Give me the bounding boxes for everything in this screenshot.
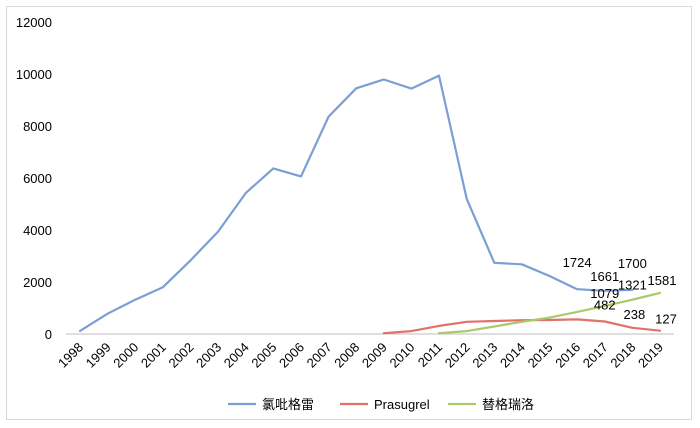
x-axis: 1998199920002001200220032004200520062007… xyxy=(55,333,674,371)
data-label: 1321 xyxy=(618,278,647,293)
x-tick-label: 2012 xyxy=(442,340,473,371)
x-tick-label: 2000 xyxy=(110,340,141,371)
x-tick-label: 2014 xyxy=(497,340,528,371)
data-label: 1661 xyxy=(590,269,619,284)
x-tick-label: 2001 xyxy=(138,340,169,371)
legend: 氯吡格雷 Prasugrel 替格瑞洛 xyxy=(228,397,534,412)
x-tick-label: 2013 xyxy=(469,340,500,371)
data-label: 1724 xyxy=(563,255,592,270)
x-tick-label: 2015 xyxy=(525,340,556,371)
y-tick-label: 2000 xyxy=(23,275,52,290)
data-label: 482 xyxy=(594,297,616,312)
y-tick-label: 10000 xyxy=(16,67,52,82)
x-tick-label: 2002 xyxy=(166,340,197,371)
y-tick-label: 12000 xyxy=(16,15,52,30)
x-tick-label: 2005 xyxy=(248,340,279,371)
y-tick-label: 0 xyxy=(45,327,52,342)
x-tick-label: 2017 xyxy=(580,340,611,371)
y-tick-label: 8000 xyxy=(23,119,52,134)
x-tick-label: 2016 xyxy=(552,340,583,371)
y-tick-label: 6000 xyxy=(23,171,52,186)
x-tick-label: 2010 xyxy=(386,340,417,371)
data-label: 127 xyxy=(655,312,677,327)
series-line-3 xyxy=(437,291,662,335)
legend-label: 替格瑞洛 xyxy=(482,397,534,412)
legend-label: Prasugrel xyxy=(374,397,430,412)
x-tick-label: 2007 xyxy=(304,340,335,371)
y-tick-label: 4000 xyxy=(23,223,52,238)
series-line-1 xyxy=(78,74,634,332)
series-lines xyxy=(78,74,662,335)
x-tick-label: 2019 xyxy=(635,340,666,371)
y-axis: 0 2000 4000 6000 8000 10000 12000 xyxy=(16,15,52,342)
x-tick-label: 2003 xyxy=(193,340,224,371)
x-tick-label: 2009 xyxy=(359,340,390,371)
chart-frame xyxy=(6,6,692,420)
x-tick-label: 1999 xyxy=(83,340,114,371)
data-label: 1581 xyxy=(648,273,677,288)
x-tick-label: 2011 xyxy=(415,340,445,370)
data-label: 1079 xyxy=(590,286,619,301)
x-tick-label: 2004 xyxy=(221,340,252,371)
x-tick-label: 2006 xyxy=(276,340,307,371)
x-tick-label: 2018 xyxy=(607,340,638,371)
legend-label: 氯吡格雷 xyxy=(262,397,314,412)
x-tick-label: 2008 xyxy=(331,340,362,371)
data-label: 238 xyxy=(624,307,646,322)
series-line-2 xyxy=(382,318,662,335)
x-tick-label: 1998 xyxy=(55,340,86,371)
data-label: 1700 xyxy=(618,256,647,271)
